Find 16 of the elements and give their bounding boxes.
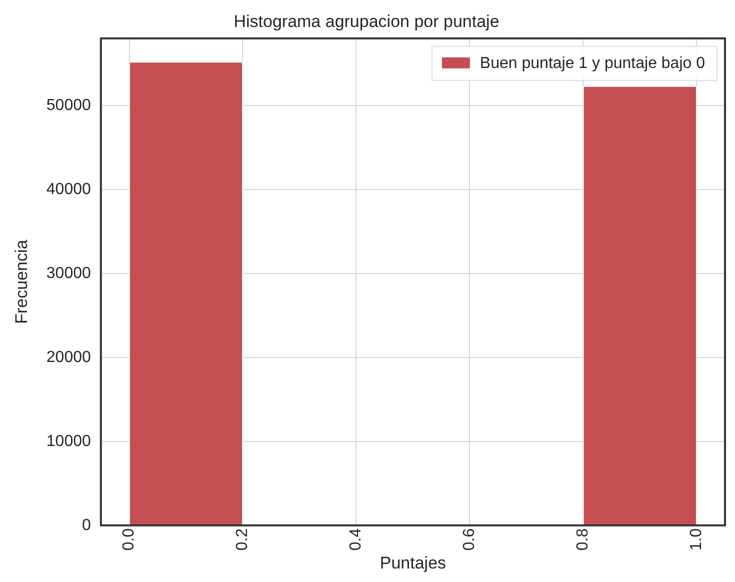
x-tick-label: 1.0 bbox=[688, 528, 706, 551]
legend-label: Buen puntaje 1 y puntaje bajo 0 bbox=[480, 54, 706, 72]
x-tick-label: 0.2 bbox=[234, 528, 252, 551]
x-tick-label: 0.4 bbox=[348, 528, 365, 551]
y-axis-title: Frecuencia bbox=[12, 239, 31, 324]
x-tick-label: 0.0 bbox=[120, 528, 138, 551]
y-tick-label: 30000 bbox=[46, 264, 91, 282]
x-tick-label: 0.6 bbox=[461, 528, 478, 551]
y-tick-label: 0 bbox=[82, 516, 91, 534]
y-tick-label: 50000 bbox=[46, 96, 91, 114]
chart-title: Histograma agrupacion por puntaje bbox=[234, 12, 500, 31]
x-axis-title: Puntajes bbox=[380, 553, 446, 572]
y-tick-label: 20000 bbox=[46, 348, 91, 366]
y-tick-label: 40000 bbox=[46, 180, 91, 198]
x-tick-label: 0.8 bbox=[574, 528, 592, 551]
y-tick-label: 10000 bbox=[46, 432, 91, 450]
